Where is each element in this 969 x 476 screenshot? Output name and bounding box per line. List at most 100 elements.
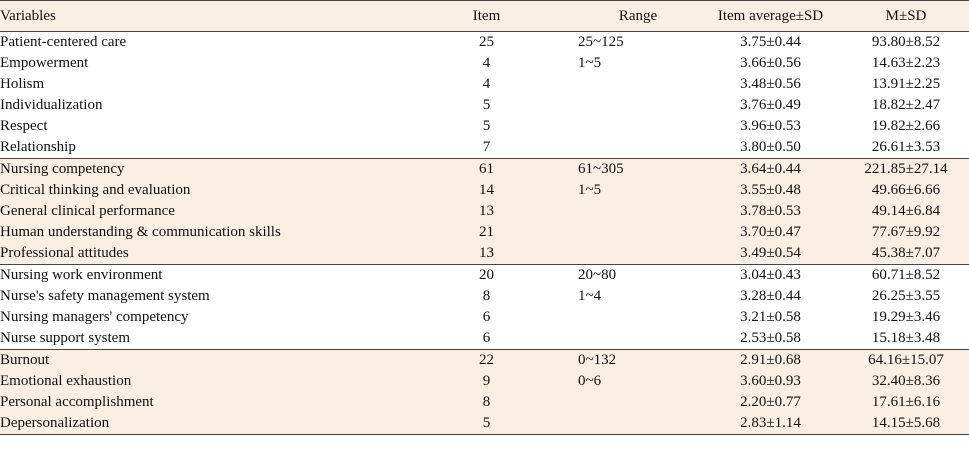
table-row-subscale: Critical thinking and evaluation 14 1~5 3.5… [0, 179, 969, 201]
table-row-subscale: Emotional exhaustion 9 0~6 3.60±0.93 32.40±8… [0, 370, 969, 392]
cell-range [578, 201, 698, 223]
cell-item: 13 [395, 243, 578, 265]
cell-variable: Depersonalization [0, 412, 395, 435]
cell-mean-sd: 77.67±9.92 [843, 222, 969, 244]
cell-range [578, 74, 698, 95]
cell-item: 5 [482, 97, 491, 114]
header-variables: Variables [0, 0, 395, 32]
cell-item-average: 3.60±0.93 [698, 370, 843, 392]
cell-range: 1~4 [578, 287, 602, 304]
cell-variable: Holism [0, 75, 45, 92]
table-row-subscale: General clinical performance 13 3.78±0.53 4… [0, 201, 969, 223]
cell-variable: Nursing competency [0, 158, 395, 180]
cell-mean-sd: 45.38±7.07 [843, 243, 969, 265]
cell-item: 21 [395, 222, 578, 244]
cell-variable: Nursing work environment [0, 264, 395, 286]
cell-range: 61~305 [578, 158, 698, 180]
cell-item-average: 3.48±0.56 [740, 75, 801, 92]
cell-mean-sd: 60.71±8.52 [843, 264, 969, 286]
cell-item-average: 2.83±1.14 [698, 412, 843, 435]
cell-item-average: 3.66±0.56 [740, 54, 801, 71]
cell-range [578, 116, 698, 137]
cell-range [578, 95, 698, 116]
table-row-subscale: Nurse's safety management system 8 1~4 3.28… [0, 286, 969, 307]
cell-item-average: 3.64±0.44 [698, 158, 843, 180]
cell-item: 6 [482, 329, 491, 346]
cell-item-average: 3.76±0.49 [740, 97, 801, 114]
cell-range: 20~80 [578, 264, 698, 286]
cell-variable: Professional attitudes [0, 243, 395, 265]
cell-range [578, 222, 698, 244]
cell-item: 8 [482, 287, 491, 304]
cell-item-average: 2.91±0.68 [698, 348, 843, 371]
cell-mean-sd: 14.63±2.23 [871, 54, 941, 71]
cell-variable: Critical thinking and evaluation [0, 179, 395, 201]
cell-item-average: 3.75±0.44 [740, 33, 801, 50]
cell-range: 1~5 [578, 179, 698, 201]
cell-item-average: 2.53±0.58 [740, 329, 801, 346]
cell-variable: Respect [0, 118, 48, 135]
table-row-variable: Patient-centered care 25 25~125 3.75±0.44 93… [0, 32, 969, 53]
cell-item: 5 [482, 118, 491, 135]
cell-item: 8 [395, 391, 578, 413]
cell-item-average: 3.55±0.48 [698, 179, 843, 201]
cell-mean-sd: 49.14±6.84 [843, 201, 969, 223]
cell-range [578, 137, 698, 158]
cell-variable: Nursing managers' competency [0, 309, 189, 326]
cell-variable: Nurse's safety management system [0, 287, 210, 304]
cell-variable: Burnout [0, 348, 395, 371]
cell-variable: General clinical performance [0, 201, 395, 223]
cell-item-average: 3.04±0.43 [698, 264, 843, 286]
cell-item-average: 3.96±0.53 [740, 118, 801, 135]
table-row-variable: Burnout 22 0~132 2.91±0.68 64.16±15.07 [0, 348, 969, 371]
cell-item: 14 [395, 179, 578, 201]
cell-range [578, 243, 698, 265]
table-row-subscale: Individualization 5 3.76±0.49 18.82±2.47 [0, 95, 969, 116]
cell-variable: Nurse support system [0, 329, 130, 346]
cell-item-average: 3.21±0.58 [740, 309, 801, 326]
table-row-variable: Nursing work environment 20 20~80 3.04±0.43… [0, 264, 969, 286]
table-row-variable: Nursing competency 61 61~305 3.64±0.44 221.8… [0, 158, 969, 180]
cell-variable: Personal accomplishment [0, 391, 395, 413]
cell-item-average: 3.80±0.50 [740, 139, 801, 156]
header-mean-sd: M±SD [843, 0, 969, 32]
cell-item: 4 [482, 75, 491, 92]
cell-item-average: 3.78±0.53 [698, 201, 843, 223]
table-row-subscale: Personal accomplishment 8 2.20±0.77 17.61±6… [0, 391, 969, 413]
cell-item: 4 [482, 54, 491, 71]
table-row-subscale: Nurse support system 6 2.53±0.58 15.18±3.48 [0, 328, 969, 349]
table-row-subscale: Depersonalization 5 2.83±1.14 14.15±5.68 [0, 412, 969, 435]
table-row-subscale: Human understanding & communication skil… [0, 222, 969, 244]
cell-mean-sd: 26.25±3.55 [871, 287, 941, 304]
cell-range [578, 307, 698, 328]
cell-range: 1~5 [578, 54, 602, 71]
cell-variable: Empowerment [0, 54, 89, 71]
cell-range [578, 391, 698, 413]
header-range: Range [578, 0, 698, 32]
cell-item: 6 [482, 309, 491, 326]
table-row-subscale: Empowerment 4 1~5 3.66±0.56 14.63±2.23 [0, 53, 969, 74]
cell-variable: Individualization [0, 97, 103, 114]
table-row-subscale: Respect 5 3.96±0.53 19.82±2.66 [0, 116, 969, 137]
cell-mean-sd: 19.29±3.46 [871, 309, 941, 326]
table-header-row: Variables Item Range Item average±SD M±S… [0, 0, 969, 32]
cell-mean-sd: 93.80±8.52 [871, 33, 941, 50]
cell-range: 0~6 [578, 370, 698, 392]
cell-variable: Relationship [0, 139, 76, 156]
cell-mean-sd: 19.82±2.66 [871, 118, 941, 135]
cell-variable: Emotional exhaustion [0, 370, 395, 392]
cell-range [578, 412, 698, 435]
table-row-subscale: Relationship 7 3.80±0.50 26.61±3.53 [0, 137, 969, 158]
cell-item: 61 [395, 158, 578, 180]
cell-mean-sd: 15.18±3.48 [871, 329, 941, 346]
table-row-subscale: Holism 4 3.48±0.56 13.91±2.25 [0, 74, 969, 95]
header-item-average: Item average±SD [698, 0, 843, 32]
cell-range: 0~132 [578, 348, 698, 371]
cell-item: 9 [395, 370, 578, 392]
cell-range [578, 328, 698, 349]
cell-item: 22 [395, 348, 578, 371]
cell-item: 5 [395, 412, 578, 435]
table-row-subscale: Professional attitudes 13 3.49±0.54 45.38±7… [0, 243, 969, 265]
table-row-subscale: Nursing managers' competency 6 3.21±0.58 19… [0, 307, 969, 328]
cell-mean-sd: 221.85±27.14 [843, 158, 969, 180]
